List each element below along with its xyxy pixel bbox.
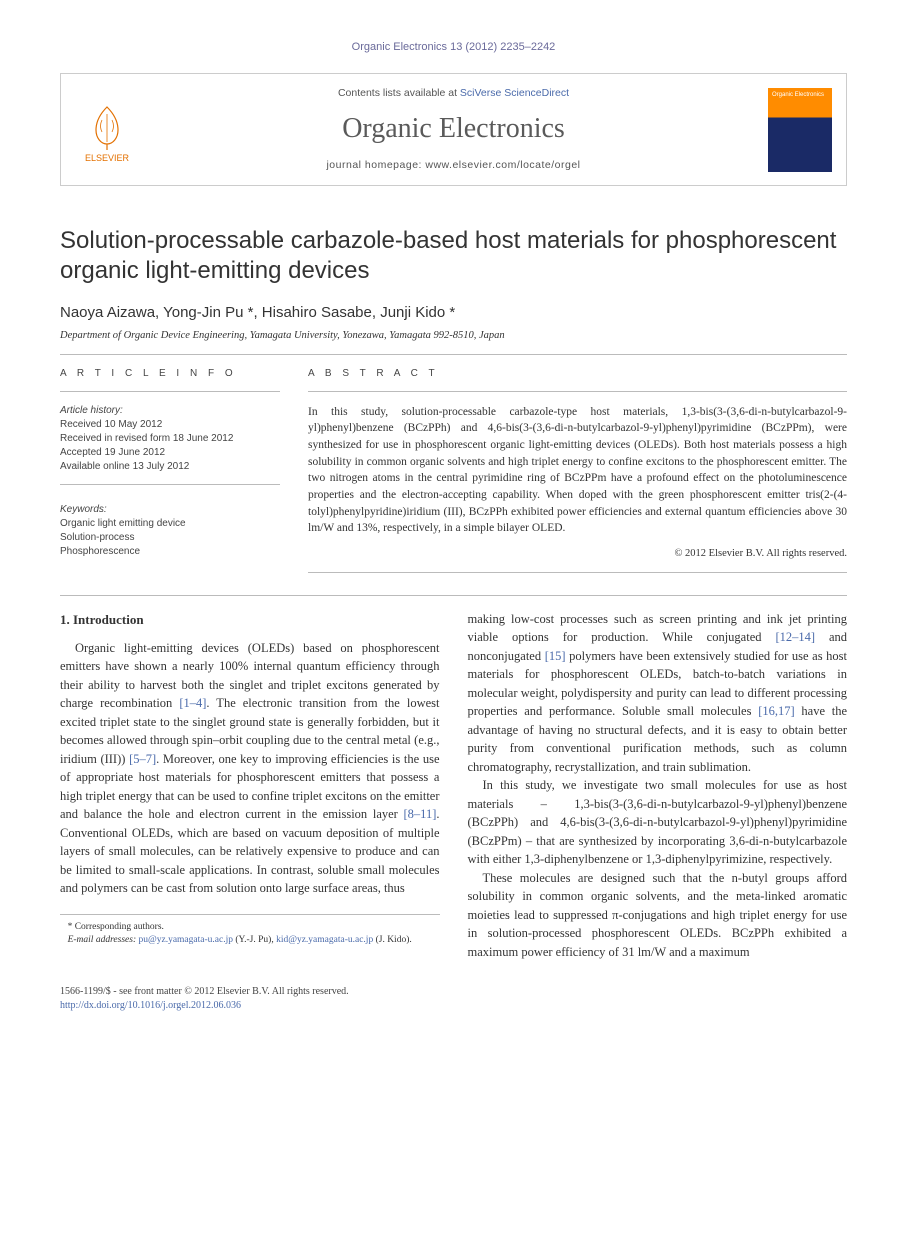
page-bottom: 1566-1199/$ - see front matter © 2012 El… [60, 985, 847, 1013]
article-info-head: A R T I C L E I N F O [60, 367, 280, 381]
corresponding-note: * Corresponding authors. [60, 921, 440, 934]
masthead: ELSEVIER Contents lists available at Sci… [60, 73, 847, 186]
received-date: Received 10 May 2012 [60, 418, 280, 432]
issn-line: 1566-1199/$ - see front matter © 2012 El… [60, 985, 847, 999]
homepage-url: www.elsevier.com/locate/orgel [425, 159, 580, 171]
email-label: E-mail addresses: [68, 935, 139, 945]
citation-link[interactable]: [1–4] [179, 696, 206, 710]
abstract-copyright: © 2012 Elsevier B.V. All rights reserved… [308, 547, 847, 562]
citation-link[interactable]: [16,17] [758, 704, 794, 718]
online-date: Available online 13 July 2012 [60, 460, 280, 474]
section-heading: 1. Introduction [60, 610, 440, 629]
column-left: 1. Introduction Organic light-emitting d… [60, 610, 440, 962]
divider [60, 595, 847, 596]
divider [60, 391, 280, 392]
article-title: Solution-processable carbazole-based hos… [60, 226, 847, 286]
contents-line: Contents lists available at SciVerse Sci… [153, 86, 754, 101]
citation-link[interactable]: [5–7] [129, 752, 156, 766]
doi-link[interactable]: http://dx.doi.org/10.1016/j.orgel.2012.0… [60, 1000, 241, 1011]
cover-text: Organic Electronics [772, 92, 824, 99]
journal-cover-thumb: Organic Electronics [768, 88, 832, 172]
homepage-label: journal homepage: [326, 159, 425, 171]
keyword: Organic light emitting device [60, 517, 280, 531]
email-note: E-mail addresses: pu@yz.yamagata-u.ac.jp… [60, 934, 440, 947]
keyword: Solution-process [60, 531, 280, 545]
abstract-head: A B S T R A C T [308, 367, 847, 381]
homepage-line: journal homepage: www.elsevier.com/locat… [153, 158, 754, 173]
citation-link[interactable]: [12–14] [775, 630, 815, 644]
body-columns: 1. Introduction Organic light-emitting d… [60, 610, 847, 962]
running-head: Organic Electronics 13 (2012) 2235–2242 [60, 40, 847, 55]
divider [60, 354, 847, 355]
affiliation: Department of Organic Device Engineering… [60, 329, 847, 344]
elsevier-tree-icon [82, 102, 132, 152]
email-link[interactable]: pu@yz.yamagata-u.ac.jp [138, 935, 232, 945]
column-right: making low-cost processes such as screen… [468, 610, 848, 962]
divider [308, 572, 847, 573]
accepted-date: Accepted 19 June 2012 [60, 446, 280, 460]
body-paragraph: making low-cost processes such as screen… [468, 610, 848, 777]
revised-date: Received in revised form 18 June 2012 [60, 432, 280, 446]
contents-prefix: Contents lists available at [338, 87, 460, 99]
body-paragraph: Organic light-emitting devices (OLEDs) b… [60, 639, 440, 898]
citation-link[interactable]: [8–11] [404, 807, 437, 821]
keywords-label: Keywords: [60, 503, 280, 517]
body-paragraph: These molecules are designed such that t… [468, 869, 848, 962]
footnotes: * Corresponding authors. E-mail addresse… [60, 914, 440, 948]
divider [308, 391, 847, 392]
abstract-block: A B S T R A C T In this study, solution-… [308, 367, 847, 585]
publisher-name: ELSEVIER [85, 152, 129, 165]
divider [60, 484, 280, 485]
history-label: Article history: [60, 404, 280, 418]
keyword: Phosphorescence [60, 545, 280, 559]
citation-link[interactable]: [15] [545, 649, 566, 663]
abstract-text: In this study, solution-processable carb… [308, 404, 847, 537]
sciencedirect-link[interactable]: SciVerse ScienceDirect [460, 87, 569, 99]
body-paragraph: In this study, we investigate two small … [468, 776, 848, 869]
email-link[interactable]: kid@yz.yamagata-u.ac.jp [276, 935, 373, 945]
journal-title: Organic Electronics [153, 109, 754, 148]
authors-line: Naoya Aizawa, Yong-Jin Pu *, Hisahiro Sa… [60, 302, 847, 323]
elsevier-logo: ELSEVIER [75, 95, 139, 165]
article-info-block: A R T I C L E I N F O Article history: R… [60, 367, 280, 585]
